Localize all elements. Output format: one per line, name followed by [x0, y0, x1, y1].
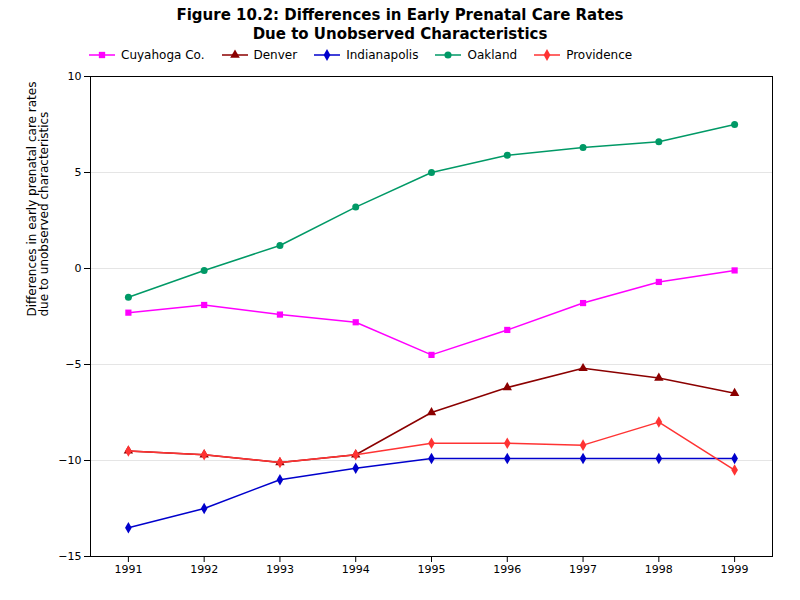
html-text:Oakland: Oakland	[467, 47, 518, 62]
svg-text:−5: −5	[65, 358, 81, 371]
html-text:Figure 10.2: Differences in Ea: Figure 10.2: Differences in Early Prenat…	[176, 6, 624, 43]
svg-text:1994: 1994	[342, 563, 370, 576]
svg-text:−10: −10	[58, 454, 81, 467]
svg-text:1997: 1997	[569, 563, 597, 576]
svg-text:1992: 1992	[190, 563, 218, 576]
svg-text:1998: 1998	[645, 563, 673, 576]
svg-text:1995: 1995	[418, 563, 446, 576]
svg-text:0: 0	[75, 262, 82, 275]
html-text:Indianapolis: Indianapolis	[346, 47, 419, 62]
html-text:Cuyahoga Co.: Cuyahoga Co.	[121, 47, 205, 62]
svg-text:1991: 1991	[114, 563, 142, 576]
svg-text:Differences in early prenatal: Differences in early prenatal care rates…	[25, 81, 51, 316]
svg-text:1993: 1993	[266, 563, 294, 576]
svg-text:1999: 1999	[721, 563, 749, 576]
svg-text:10: 10	[68, 70, 82, 83]
html-text:Providence: Providence	[566, 47, 633, 62]
svg-text:1996: 1996	[493, 563, 521, 576]
html-text:Denver: Denver	[253, 47, 298, 62]
svg-text:−15: −15	[58, 550, 81, 563]
svg-text:5: 5	[75, 166, 82, 179]
